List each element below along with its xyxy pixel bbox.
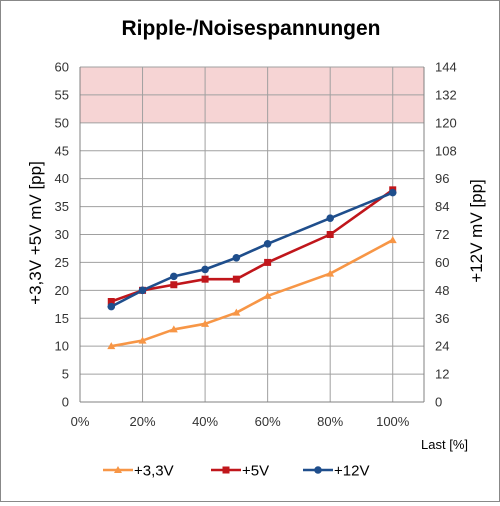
y-tick-label-right: 96 [435, 171, 449, 186]
data-point-triangle [107, 342, 116, 350]
y-tick-label-left: 40 [55, 171, 69, 186]
x-tick-label: 0% [71, 414, 90, 429]
y-tick-label-left: 55 [55, 87, 69, 102]
x-tick-label: 100% [376, 414, 410, 429]
y-tick-label-right: 72 [435, 227, 449, 242]
y-tick-label-left: 35 [55, 199, 69, 214]
series-line [110, 191, 394, 308]
legend-item: +3,3V [103, 463, 174, 480]
y-axis-right-title: +12V mV [pp] [467, 179, 486, 282]
y-tick-label-left: 20 [55, 283, 69, 298]
x-axis-title: Last [%] [421, 437, 468, 452]
series-line [111, 238, 394, 348]
y-tick-label-right: 36 [435, 311, 449, 326]
data-point-square [201, 275, 209, 283]
data-point-circle [107, 302, 116, 311]
data-point-triangle [263, 291, 272, 299]
data-point-circle [314, 466, 322, 474]
data-point-circle [201, 265, 209, 274]
y-tick-label-left: 50 [55, 115, 69, 130]
data-point-triangle [232, 308, 241, 316]
y-tick-label-right: 120 [435, 115, 457, 130]
y-tick-label-right: 24 [435, 339, 449, 354]
y-tick-label-right: 108 [435, 143, 457, 158]
y-tick-label-right: 144 [435, 60, 457, 75]
y-tick-label-right: 60 [435, 255, 449, 270]
y-tick-label-left: 5 [62, 367, 69, 382]
y-tick-label-right: 84 [435, 199, 449, 214]
y-axis-left-title: +3,3V +5V mV [pp] [26, 161, 45, 305]
data-point-triangle [138, 336, 147, 344]
legend-item: +5V [211, 463, 269, 480]
series-circle [107, 188, 397, 311]
data-point-triangle [114, 466, 122, 473]
y-tick-label-left: 15 [55, 311, 69, 326]
data-point-square [232, 275, 240, 283]
data-point-circle [170, 272, 178, 281]
y-tick-label-right: 48 [435, 283, 449, 298]
data-point-triangle [169, 325, 178, 333]
x-tick-label: 60% [255, 414, 281, 429]
data-point-square [170, 281, 178, 289]
y-tick-label-left: 30 [55, 227, 69, 242]
y-tick-label-right: 132 [435, 87, 457, 102]
y-tick-label-left: 25 [55, 255, 69, 270]
y-tick-label-right: 0 [435, 395, 442, 410]
y-tick-label-right: 12 [435, 367, 449, 382]
y-tick-label-left: 45 [55, 143, 69, 158]
data-point-square [326, 231, 334, 238]
x-tick-label: 20% [130, 414, 156, 429]
data-point-triangle [388, 236, 397, 244]
data-point-circle [232, 253, 241, 262]
legend-label: +5V [242, 463, 269, 480]
data-point-triangle [201, 319, 210, 327]
chart-title: Ripple-/Noisespannungen [121, 17, 380, 40]
data-point-circle [138, 286, 147, 295]
legend-item: +12V [303, 463, 369, 480]
legend-label: +12V [334, 463, 369, 480]
data-point-square [264, 258, 272, 266]
data-point-triangle [326, 269, 335, 277]
series-triangle [107, 236, 397, 350]
x-tick-label: 40% [192, 414, 218, 429]
data-point-circle [388, 188, 397, 197]
data-point-circle [263, 240, 272, 248]
data-point-circle [326, 214, 334, 223]
y-tick-label-left: 10 [55, 339, 69, 354]
y-tick-label-left: 60 [55, 60, 69, 75]
x-tick-label: 80% [317, 414, 343, 429]
y-tick-label-left: 0 [62, 395, 69, 410]
data-point-square [222, 466, 230, 474]
data-point-square [107, 298, 115, 305]
legend-label: +3,3V [134, 463, 174, 480]
